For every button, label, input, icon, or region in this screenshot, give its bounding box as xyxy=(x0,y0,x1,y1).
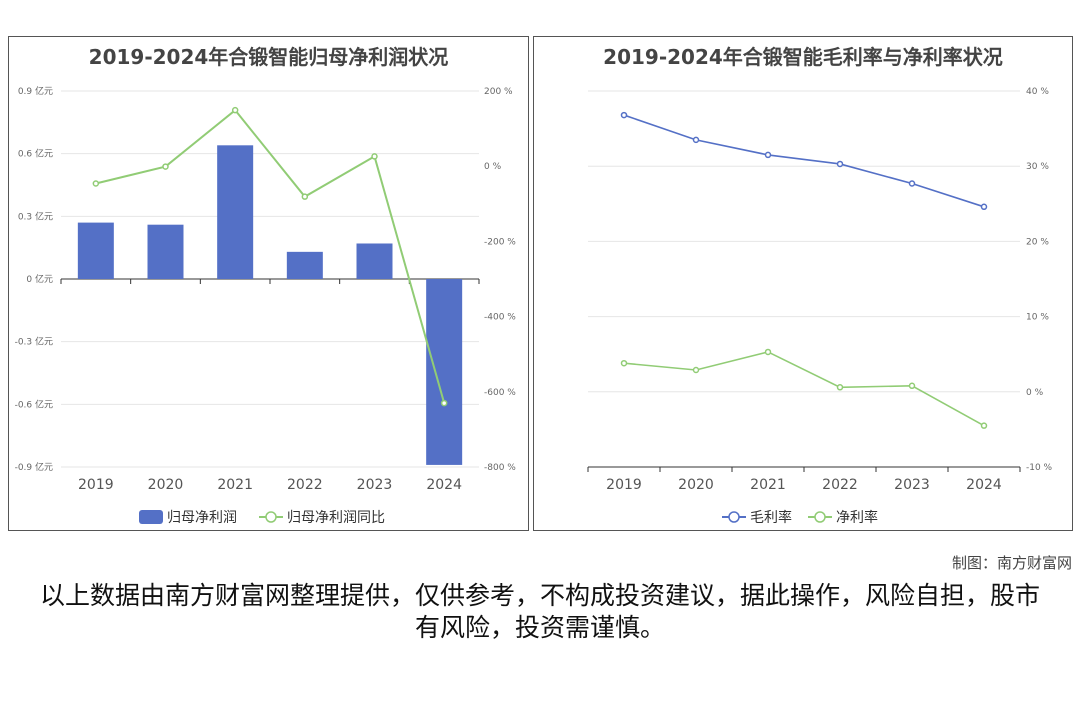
margin-chart-panel: 2019-2024年合锻智能毛利率与净利率状况 40 % 30 % 20 % 10 %… xyxy=(533,36,1073,531)
legend-swatch-marker xyxy=(814,511,826,523)
yoy-point-2023 xyxy=(371,153,378,160)
legend-label: 毛利率 xyxy=(750,509,792,526)
gross-margin-point-2022 xyxy=(836,160,844,168)
legend-label: 归母净利润 xyxy=(167,509,237,526)
right-axis-tick-label: 0 % xyxy=(1026,388,1044,398)
gross-margin-point-2020 xyxy=(692,136,700,144)
left-axis-tick-label: -0.6 亿元 xyxy=(15,398,53,410)
right-axis-tick-label: 0 % xyxy=(484,162,502,172)
bar-2020 xyxy=(147,224,184,279)
left-axis-tick-label: -0.9 亿元 xyxy=(15,461,53,473)
x-axis-tick-label: 2020 xyxy=(148,477,184,493)
right-axis-tick-label: 20 % xyxy=(1026,237,1049,247)
right-axis-tick-label: -400 % xyxy=(484,313,516,323)
gross-margin-point-2024 xyxy=(980,203,988,211)
x-axis-tick-label: 2020 xyxy=(678,477,714,493)
disclaimer-text: 以上数据由南方财富网整理提供，仅供参考，不构成投资建议，据此操作，风险自担，股市… xyxy=(40,581,1041,642)
yoy-point-2022 xyxy=(301,193,309,200)
chart-title: 2019-2024年合锻智能毛利率与净利率状况 xyxy=(603,45,1003,69)
right-axis-tick-label: -10 % xyxy=(1026,463,1053,473)
legend-label: 净利率 xyxy=(836,509,878,526)
gross-margin-point-2023 xyxy=(908,180,916,187)
left-axis-tick-label: 0.6 亿元 xyxy=(18,148,53,160)
right-axis-tick-label: 30 % xyxy=(1026,162,1049,172)
legend-label: 归母净利润同比 xyxy=(287,509,385,526)
right-axis-tick-label: -800 % xyxy=(484,463,516,473)
net-margin-point-2023 xyxy=(908,382,916,390)
x-axis-tick-label: 2023 xyxy=(894,477,930,493)
left-axis-tick-label: 0.9 亿元 xyxy=(18,85,53,97)
bar-2022 xyxy=(286,251,323,279)
right-axis-tick-label: -600 % xyxy=(484,388,516,398)
net-margin-point-2021 xyxy=(764,348,772,356)
right-axis-tick-label: -200 % xyxy=(484,237,516,247)
yoy-point-2021 xyxy=(231,106,239,114)
legend-swatch-bar xyxy=(139,510,163,524)
net-profit-chart-panel: 2019-2024年合锻智能归母净利润状况 0.9 亿元 0.6 亿元 0.3 亿元… xyxy=(8,36,529,531)
net-margin-point-2024 xyxy=(980,422,988,429)
bar-2023 xyxy=(356,243,393,279)
right-axis-tick-label: 40 % xyxy=(1026,87,1049,97)
legend-swatch-marker xyxy=(728,511,740,523)
right-axis-tick-label: 200 % xyxy=(484,87,513,97)
bar-2024 xyxy=(426,279,463,465)
x-axis-tick-label: 2019 xyxy=(606,477,642,493)
net-profit-chart: 0.9 亿元 0.6 亿元 0.3 亿元 0 亿元 -0.3 亿元 -0.6 亿元 -0.9… xyxy=(15,85,517,526)
left-axis-tick-label: 0 亿元 xyxy=(26,273,53,285)
right-axis-tick-label: 10 % xyxy=(1026,313,1049,323)
net-margin-point-2022 xyxy=(836,384,844,391)
yoy-point-2019 xyxy=(92,180,100,187)
yoy-point-2024 xyxy=(440,399,448,407)
x-axis-tick-label: 2024 xyxy=(426,477,462,493)
chart-title: 2019-2024年合锻智能归母净利润状况 xyxy=(88,45,449,69)
net-margin-point-2019 xyxy=(620,359,628,367)
margin-chart: 40 % 30 % 20 % 10 % 0 % -10 % 2019 2020 2021 2022… xyxy=(587,87,1053,526)
chart-credit: 制图：南方财富网 xyxy=(951,554,1072,572)
gross-margin-series-line xyxy=(623,114,985,208)
gross-margin-point-2019 xyxy=(620,111,628,119)
bar-2021 xyxy=(217,145,254,279)
bar-2019 xyxy=(77,222,114,279)
x-axis-tick-label: 2021 xyxy=(217,477,253,493)
net-margin-series-line xyxy=(623,351,985,427)
left-axis-tick-label: -0.3 亿元 xyxy=(15,336,53,348)
x-axis-tick-label: 2024 xyxy=(966,477,1002,493)
yoy-series-line xyxy=(95,108,446,404)
x-axis-tick-label: 2021 xyxy=(750,477,786,493)
x-axis-tick-label: 2019 xyxy=(78,477,114,493)
net-margin-point-2020 xyxy=(692,366,700,374)
x-axis-tick-label: 2022 xyxy=(287,477,323,493)
yoy-point-2020 xyxy=(162,163,169,170)
x-axis-tick-label: 2022 xyxy=(822,477,858,493)
left-axis-tick-label: 0.3 亿元 xyxy=(18,210,53,222)
gross-margin-point-2021 xyxy=(764,151,772,159)
x-axis-tick-label: 2023 xyxy=(357,477,393,493)
legend-swatch-marker xyxy=(265,511,277,523)
